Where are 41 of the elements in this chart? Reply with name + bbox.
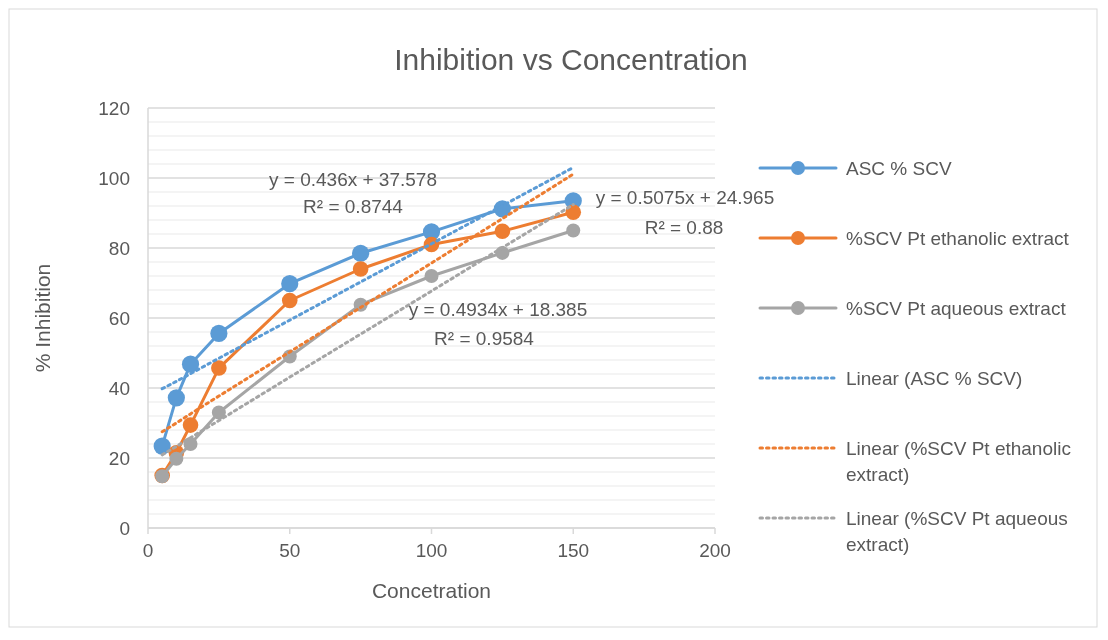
- legend-label: %SCV Pt ethanolic extract: [846, 228, 1070, 249]
- y-tick-label: 80: [108, 238, 130, 259]
- annotation: y = 0.436x + 37.578: [269, 169, 437, 190]
- point: [169, 451, 184, 466]
- y-axis-title: % Inhibition: [31, 263, 54, 373]
- point: [210, 324, 228, 342]
- point: [424, 269, 439, 283]
- x-tick-label: 150: [557, 540, 590, 561]
- y-tick-label: 20: [108, 448, 130, 469]
- point: [167, 389, 185, 407]
- point: [352, 244, 370, 262]
- point: [566, 223, 581, 238]
- x-tick-label: 200: [699, 540, 731, 561]
- annotation: y = 0.5075x + 24.965: [595, 187, 775, 208]
- point: [182, 417, 199, 433]
- annotation: y = 0.4934x + 18.385: [408, 299, 588, 320]
- x-tick-label: 50: [279, 540, 301, 561]
- annotation: R² = 0.8744: [303, 196, 404, 217]
- point: [352, 261, 369, 277]
- point: [494, 223, 511, 239]
- legend-label: Linear (%SCV Pt ethanolic extract): [846, 438, 1071, 485]
- point: [281, 292, 298, 309]
- legend-label: Linear (ASC % SCV): [846, 368, 1023, 389]
- y-tick-label: 100: [98, 168, 130, 189]
- annotation: R² = 0.88: [644, 217, 724, 238]
- y-tick-label: 120: [98, 98, 130, 119]
- x-axis-title: Concetration: [371, 579, 492, 602]
- point: [211, 405, 226, 420]
- annotation: R² = 0.9584: [434, 328, 535, 349]
- legend-label: %SCV Pt aqueous extract: [846, 298, 1067, 319]
- y-tick-label: 60: [108, 308, 130, 329]
- y-tick-label: 0: [119, 518, 130, 539]
- x-tick-label: 0: [142, 540, 154, 561]
- legend-label: Linear (%SCV Pt aqueous extract): [846, 508, 1068, 555]
- point: [211, 360, 227, 376]
- point: [281, 275, 299, 293]
- legend-label: ASC % SCV: [846, 158, 952, 179]
- point: [181, 355, 200, 373]
- y-tick-label: 40: [108, 378, 130, 399]
- chart-title: Inhibition vs Concentration: [394, 43, 748, 76]
- x-tick-label: 100: [415, 540, 448, 561]
